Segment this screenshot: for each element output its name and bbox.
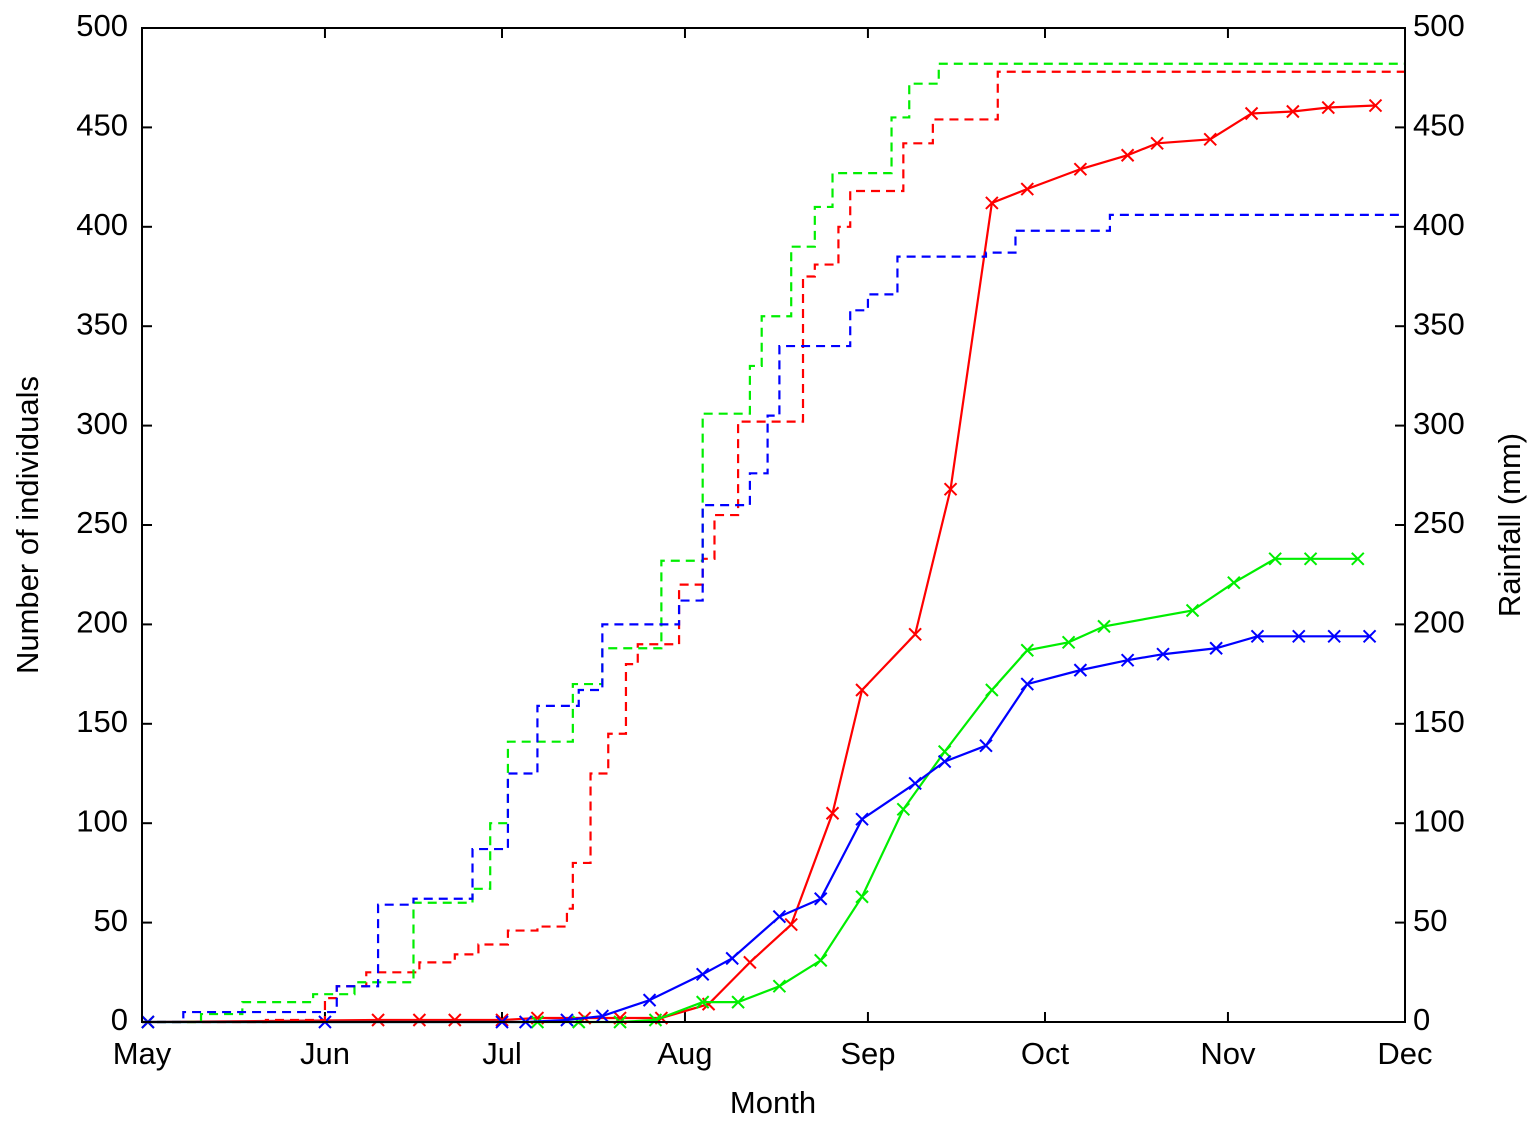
marker <box>908 627 922 642</box>
marker <box>642 993 657 1007</box>
marker <box>1073 663 1088 677</box>
marker <box>896 802 911 816</box>
marker <box>825 806 840 820</box>
marker <box>784 917 798 932</box>
marker <box>937 744 952 759</box>
marker <box>1061 635 1076 649</box>
plot-frame <box>141 27 1406 1023</box>
marker <box>1362 629 1377 644</box>
y2-tick-label: 200 <box>1413 605 1465 640</box>
y2-tick-label: 450 <box>1413 108 1465 143</box>
y-tick-label: 50 <box>94 903 128 938</box>
marker <box>695 995 710 1009</box>
y-tick-label: 0 <box>111 1002 128 1037</box>
x-tick-label: May <box>113 1036 172 1071</box>
marker <box>1203 132 1217 147</box>
marker <box>595 1009 610 1023</box>
marker <box>1292 629 1306 644</box>
marker <box>855 683 869 697</box>
marker <box>937 754 952 769</box>
y-tick-label: 500 <box>76 8 128 43</box>
marker <box>1097 619 1111 634</box>
marker <box>560 1013 574 1027</box>
marker <box>495 1013 509 1027</box>
y2-tick-label: 250 <box>1413 505 1465 540</box>
marker <box>695 967 710 981</box>
y-tick-label: 450 <box>76 108 128 143</box>
marker <box>979 738 993 753</box>
marker <box>1303 552 1318 566</box>
marker <box>1150 136 1164 151</box>
marker <box>772 909 787 924</box>
marker <box>908 776 922 791</box>
series-line <box>147 104 1376 1024</box>
marker <box>743 955 757 970</box>
series-line <box>142 213 1405 1024</box>
marker <box>1020 182 1034 196</box>
marker <box>1185 603 1200 618</box>
marker <box>648 1013 663 1027</box>
y-tick-label: 350 <box>76 306 128 341</box>
marker <box>1156 647 1170 661</box>
marker <box>1368 98 1383 113</box>
marker <box>1351 552 1365 566</box>
marker <box>1321 100 1335 115</box>
y-tick-label: 250 <box>76 505 128 540</box>
x-tick-label: Nov <box>1200 1036 1256 1071</box>
marker <box>772 979 787 993</box>
y2-tick-label: 50 <box>1413 903 1447 938</box>
marker <box>1268 552 1282 566</box>
x-tick-label: Jul <box>482 1036 522 1071</box>
y-tick-label: 200 <box>76 605 128 640</box>
x-tick-label: Aug <box>657 1036 712 1071</box>
y-tick-label: 100 <box>76 803 128 838</box>
marker <box>985 196 999 210</box>
marker <box>725 951 739 966</box>
marker <box>855 812 869 826</box>
y-tick-label: 300 <box>76 406 128 441</box>
y2-tick-label: 100 <box>1413 803 1465 838</box>
y-axis-label: Number of individuals <box>10 376 45 674</box>
y2-tick-label: 400 <box>1413 207 1465 242</box>
y2-tick-label: 0 <box>1413 1002 1430 1037</box>
series-line <box>142 62 1405 1024</box>
marker <box>943 482 958 496</box>
series-line <box>147 635 1370 1024</box>
series-line <box>147 557 1358 1024</box>
x-tick-label: Dec <box>1377 1036 1432 1071</box>
marker <box>1020 677 1034 691</box>
marker <box>814 892 828 906</box>
series-line <box>142 70 1405 1024</box>
marker <box>814 953 828 968</box>
marker <box>1209 641 1223 655</box>
marker <box>1250 629 1265 644</box>
x-tick-label: Jun <box>300 1036 350 1071</box>
y2-axis-label: Rainfall (mm) <box>1492 433 1527 617</box>
x-tick-label: Oct <box>1021 1036 1070 1071</box>
x-tick-label: Sep <box>840 1036 895 1071</box>
marker <box>855 890 869 904</box>
marker <box>985 683 999 697</box>
y2-tick-label: 300 <box>1413 406 1465 441</box>
marker <box>448 1013 462 1027</box>
y2-tick-label: 500 <box>1413 8 1465 43</box>
y-tick-label: 150 <box>76 704 128 739</box>
marker <box>1120 653 1135 667</box>
marker <box>1120 148 1135 162</box>
marker <box>1227 575 1241 590</box>
marker <box>1020 643 1034 657</box>
marker <box>1073 162 1088 176</box>
marker <box>1244 106 1259 121</box>
x-axis-label: Month <box>730 1085 816 1120</box>
marker <box>731 995 745 1009</box>
marker <box>371 1013 385 1027</box>
y2-tick-label: 150 <box>1413 704 1465 739</box>
y2-tick-label: 350 <box>1413 306 1465 341</box>
marker <box>1286 104 1300 119</box>
marker <box>1327 629 1341 644</box>
marker <box>412 1013 427 1027</box>
y-tick-label: 400 <box>76 207 128 242</box>
